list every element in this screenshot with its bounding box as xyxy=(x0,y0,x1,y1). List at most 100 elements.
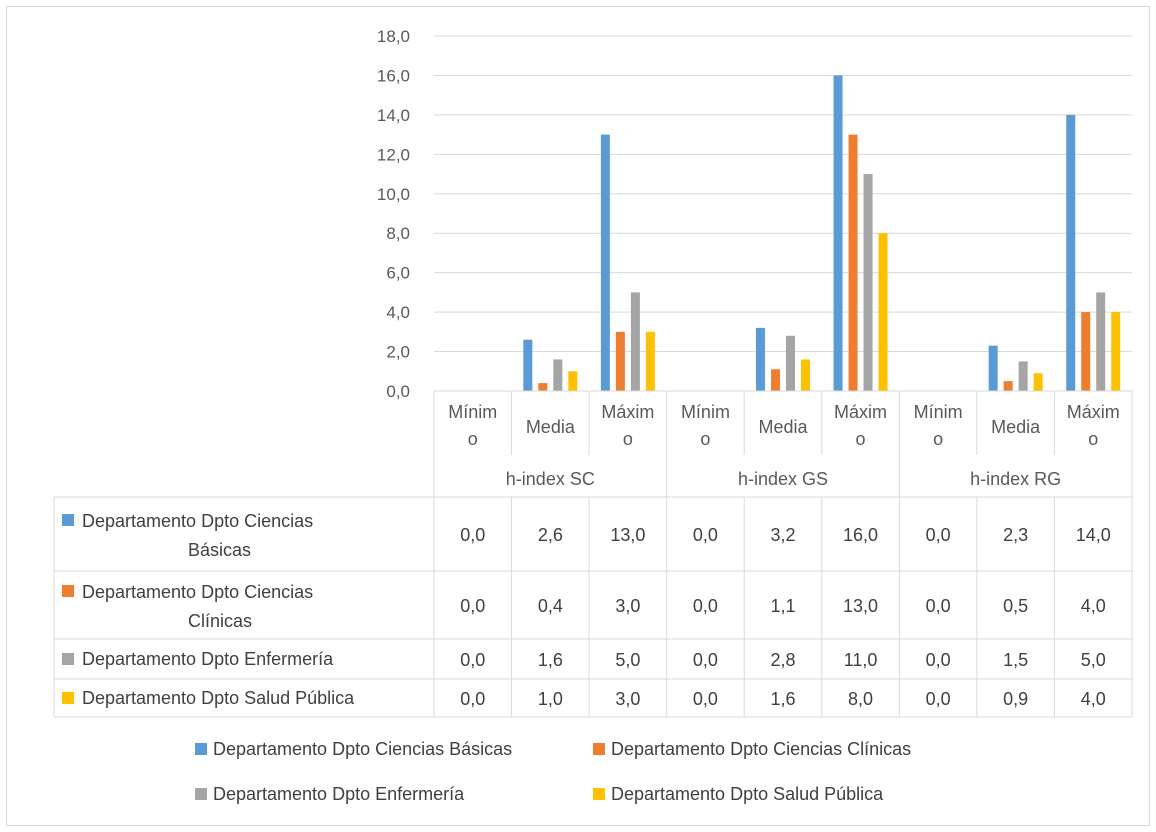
table-cell: 8,0 xyxy=(848,689,873,709)
table-cell: 14,0 xyxy=(1076,525,1111,545)
bar xyxy=(600,134,610,391)
legend-swatch xyxy=(593,743,605,755)
legend-label: Departamento Dpto Ciencias Clínicas xyxy=(611,739,911,759)
table-cell: 3,0 xyxy=(615,689,640,709)
series-label: Departamento Dpto Enfermería xyxy=(82,649,334,669)
table-cell: 13,0 xyxy=(610,525,645,545)
bar xyxy=(630,292,640,391)
bar xyxy=(756,327,765,391)
table-cell: 0,0 xyxy=(926,596,951,616)
y-tick-label: 4,0 xyxy=(386,303,410,322)
table-cell: 13,0 xyxy=(843,596,878,616)
y-tick-label: 8,0 xyxy=(386,224,410,243)
legend-label: Departamento Dpto Enfermería xyxy=(213,784,465,804)
bar xyxy=(1066,114,1076,391)
category-label: Mínim xyxy=(448,402,497,422)
table-cell: 1,6 xyxy=(770,689,795,709)
bar xyxy=(863,174,873,391)
group-label: h-index RG xyxy=(970,469,1061,489)
category-label: o xyxy=(933,429,943,449)
category-label: Máxim xyxy=(1067,402,1120,422)
table-cell: 0,0 xyxy=(926,650,951,670)
table-cell: 0,0 xyxy=(693,650,718,670)
y-tick-label: 10,0 xyxy=(377,185,410,204)
y-tick-label: 14,0 xyxy=(377,106,410,125)
table-cell: 3,0 xyxy=(615,596,640,616)
legend-label: Departamento Dpto Salud Pública xyxy=(611,784,884,804)
table-cell: 2,8 xyxy=(770,650,795,670)
category-label: Media xyxy=(991,417,1041,437)
table-cell: 4,0 xyxy=(1081,596,1106,616)
bar xyxy=(553,359,563,391)
legend-swatch xyxy=(195,743,207,755)
table-cell: 3,2 xyxy=(770,525,795,545)
bar xyxy=(771,369,780,391)
table-cell: 1,6 xyxy=(538,650,563,670)
bar xyxy=(538,383,548,391)
category-label: o xyxy=(623,429,633,449)
series-key xyxy=(62,692,74,704)
series-label: Clínicas xyxy=(188,611,252,631)
series-key xyxy=(62,514,74,526)
category-label: Media xyxy=(758,417,808,437)
y-tick-label: 2,0 xyxy=(386,343,410,362)
bar xyxy=(645,331,655,391)
table-cell: 16,0 xyxy=(843,525,878,545)
table-cell: 0,5 xyxy=(1003,596,1028,616)
category-label: Media xyxy=(526,417,576,437)
category-label: o xyxy=(856,429,866,449)
series-label: Departamento Dpto Ciencias xyxy=(82,582,313,602)
group-label: h-index GS xyxy=(738,469,828,489)
bar xyxy=(988,345,998,391)
table-cell: 2,6 xyxy=(538,525,563,545)
bar xyxy=(1111,312,1121,391)
table-cell: 0,9 xyxy=(1003,689,1028,709)
category-label: Mínim xyxy=(681,402,730,422)
category-label: Mínim xyxy=(914,402,963,422)
bar xyxy=(833,75,843,391)
bar xyxy=(848,134,858,391)
table-cell: 0,0 xyxy=(926,689,951,709)
bar xyxy=(1081,312,1091,391)
table-cell: 1,5 xyxy=(1003,650,1028,670)
table-cell: 0,4 xyxy=(538,596,563,616)
table-cell: 0,0 xyxy=(693,596,718,616)
series-key xyxy=(62,585,74,597)
series-label: Departamento Dpto Salud Pública xyxy=(82,688,355,708)
category-label: Máxim xyxy=(601,402,654,422)
table-cell: 0,0 xyxy=(693,689,718,709)
bar xyxy=(1003,381,1013,391)
bar xyxy=(1033,373,1043,391)
category-label: o xyxy=(1088,429,1098,449)
bar xyxy=(1096,292,1106,391)
y-tick-label: 12,0 xyxy=(377,145,410,164)
legend-swatch xyxy=(593,788,605,800)
table-cell: 0,0 xyxy=(926,525,951,545)
series-label: Departamento Dpto Ciencias xyxy=(82,511,313,531)
bar xyxy=(786,335,795,391)
table-cell: 0,0 xyxy=(460,525,485,545)
bar xyxy=(878,233,888,391)
table-cell: 0,0 xyxy=(460,596,485,616)
group-label: h-index SC xyxy=(506,469,595,489)
table-cell: 0,0 xyxy=(460,650,485,670)
table-cell: 4,0 xyxy=(1081,689,1106,709)
table-cell: 2,3 xyxy=(1003,525,1028,545)
table-cell: 5,0 xyxy=(615,650,640,670)
category-label: o xyxy=(468,429,478,449)
table-cell: 1,1 xyxy=(770,596,795,616)
table-cell: 0,0 xyxy=(460,689,485,709)
y-tick-label: 0,0 xyxy=(386,382,410,401)
chart-frame xyxy=(6,6,1150,826)
y-tick-label: 6,0 xyxy=(386,264,410,283)
series-label: Básicas xyxy=(188,540,251,560)
y-tick-label: 16,0 xyxy=(377,66,410,85)
table-cell: 5,0 xyxy=(1081,650,1106,670)
bar xyxy=(568,371,578,391)
table-cell: 11,0 xyxy=(844,650,878,670)
category-label: Máxim xyxy=(834,402,887,422)
series-key xyxy=(62,653,74,665)
legend-label: Departamento Dpto Ciencias Básicas xyxy=(213,739,512,759)
bar xyxy=(801,359,810,391)
